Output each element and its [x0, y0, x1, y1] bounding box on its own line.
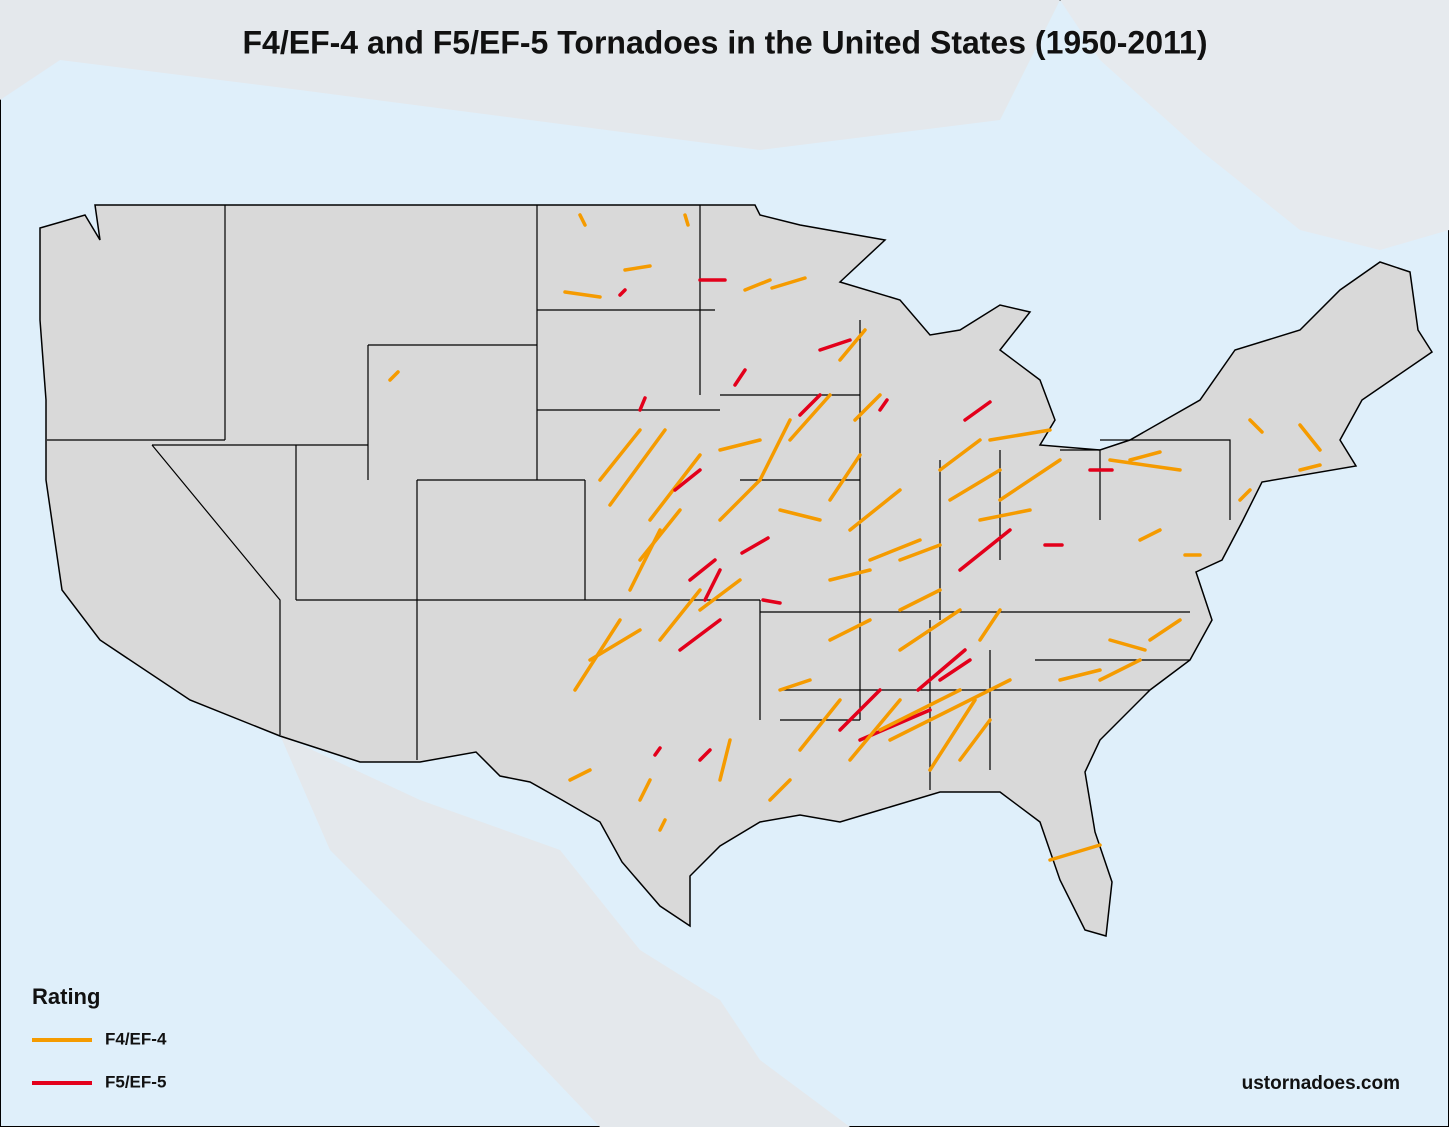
tornado-track — [638, 396, 647, 412]
tornado-track — [1238, 488, 1252, 502]
tornado-track — [588, 628, 642, 662]
tornado-track — [948, 468, 1002, 502]
tornado-track — [718, 478, 762, 522]
canada-land — [1060, 0, 1449, 250]
tornado-track — [818, 338, 852, 352]
usa-land — [39, 204, 1434, 937]
tornado-track — [778, 678, 812, 692]
tornado-track — [638, 508, 682, 562]
tornado-track — [770, 276, 807, 290]
tornado-track — [733, 368, 747, 387]
tornado-track — [798, 698, 842, 752]
tornado-track — [828, 568, 872, 582]
tornado-track — [838, 688, 882, 732]
tornado-track — [568, 768, 592, 782]
tornado-track — [898, 608, 962, 652]
tornado-track — [678, 618, 722, 652]
credit: ustornadoes.com — [1242, 1073, 1400, 1094]
tornado-track — [998, 458, 1062, 502]
mexico-land — [280, 735, 850, 1127]
tornado-track — [988, 428, 1052, 442]
tornado-track — [898, 588, 942, 612]
legend-label: F4/EF-4 — [105, 1029, 167, 1048]
tornado-track — [848, 488, 902, 532]
tornado-tracks — [388, 213, 1322, 862]
tornado-track — [743, 278, 772, 292]
tornado-track — [938, 438, 982, 472]
tornado-track — [928, 698, 977, 772]
tornado-track — [978, 608, 1002, 642]
tornado-track — [648, 453, 702, 522]
tornado-track — [653, 746, 662, 757]
legend-title: Rating — [32, 984, 100, 1009]
tornado-track — [618, 288, 627, 297]
tornado-track — [1128, 450, 1162, 462]
tornado-track — [848, 698, 902, 762]
tornado-track — [1058, 668, 1102, 682]
tornado-track — [718, 738, 732, 782]
tornado-track — [563, 290, 602, 299]
tornado-track — [1048, 843, 1102, 862]
tornado-track — [638, 778, 652, 802]
legend-label: F5/EF-5 — [105, 1072, 166, 1091]
tornado-track — [828, 618, 872, 642]
tornado-track — [703, 568, 722, 602]
tornado-track — [868, 538, 922, 562]
tornado-track — [1098, 658, 1142, 682]
tornado-track — [1148, 618, 1182, 642]
tornado-track — [608, 428, 667, 507]
tornado-track — [916, 648, 967, 692]
tornado-track — [788, 393, 832, 442]
tornado-track — [1248, 418, 1264, 434]
tornado-track — [938, 658, 972, 682]
tornado-track — [878, 688, 962, 732]
tornado-track — [978, 508, 1032, 522]
map-title: F4/EF-4 and F5/EF-5 Tornadoes in the Uni… — [243, 24, 1208, 60]
tornado-track — [958, 528, 1012, 572]
tornado-track — [838, 328, 867, 362]
tornado-track — [698, 748, 712, 762]
tornado-track — [658, 588, 702, 642]
state-borders — [47, 205, 1231, 790]
tornado-track — [740, 536, 770, 555]
tornado-track — [878, 398, 889, 412]
tornado-track — [623, 264, 652, 272]
tornado-track — [958, 718, 992, 762]
tornado-track — [761, 598, 782, 605]
tornado-track — [578, 213, 587, 227]
tornado-track — [688, 558, 717, 582]
tornado-track — [853, 393, 882, 422]
tornado-track — [698, 578, 742, 612]
tornado-track — [758, 418, 792, 482]
tornado-track — [673, 468, 702, 492]
tornado-track — [388, 370, 400, 382]
tornado-track — [888, 678, 1012, 742]
tornado-track — [768, 778, 792, 802]
tornado-track — [963, 400, 992, 422]
canada-land — [0, 0, 1060, 150]
tornado-track — [828, 453, 862, 502]
tornado-track — [898, 543, 942, 562]
tornado-track — [1138, 528, 1162, 542]
tornado-track — [1298, 423, 1322, 452]
tornado-track — [1298, 463, 1322, 472]
tornado-track — [598, 428, 642, 482]
tornado-track — [1108, 458, 1182, 472]
tornado-track — [718, 438, 762, 452]
tornado-track — [1108, 638, 1147, 652]
tornado-track — [683, 213, 690, 227]
tornado-track — [778, 508, 822, 522]
tornado-track — [658, 818, 667, 832]
tornado-track — [798, 393, 822, 417]
